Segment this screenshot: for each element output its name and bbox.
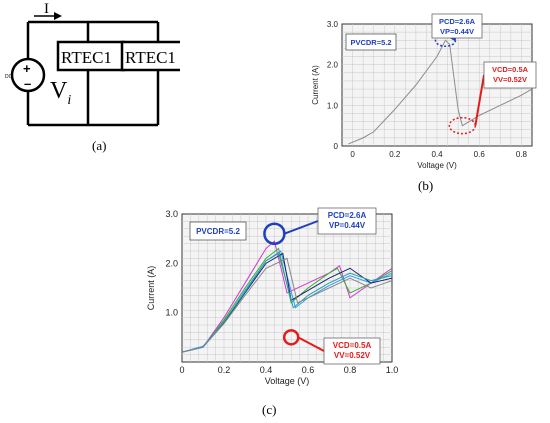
panel-a-label: (a) [92,138,107,153]
valley-marker [448,116,477,135]
valley-box-line: VCD=0.5A [333,341,372,350]
valley-arrow [297,336,325,352]
pvcdr-text: PVCDR=5.2 [196,227,240,236]
series-line-4 [181,252,393,353]
pvcdr-box [189,221,247,241]
y-tick-label: 2.0 [165,258,178,268]
valley-box-line: VV=0.52V [334,351,371,360]
x-tick-label: 0.8 [344,365,357,375]
peak-box-line: VP=0.44V [329,221,366,230]
x-tick-label: 1.0 [386,365,399,375]
series-line-2 [181,247,393,353]
series-line-1 [348,39,533,145]
series-line-1 [181,240,393,353]
circuit-diagram: I + – DC Vi RTEC1 RTEC1 [5,1,180,127]
x-axis-label: Voltage (V) [265,376,310,386]
current-label: I [44,1,49,17]
series-line-5 [181,252,393,353]
peak-marker [263,222,286,245]
peak-arrow [284,220,319,235]
peak-box [317,207,377,235]
valley-box [323,337,381,365]
x-tick-label: 0.6 [474,150,486,159]
pvcdr-text: PVCDR=5.2 [350,38,391,47]
peak-box-line: VP=0.44V [440,27,474,36]
y-tick-label: 3.0 [327,20,339,29]
y-tick-label: 0 [334,142,339,151]
panel-b-label: (b) [418,178,434,193]
series-line-6 [181,257,393,353]
x-tick-label: 0.4 [431,150,443,159]
x-tick-label: 0.4 [260,365,273,375]
pvcdr-box [345,33,397,51]
valley-box-line: VV=0.52V [493,75,527,84]
peak-box-line: PCD=2.6A [439,17,476,26]
x-tick-label: 0.2 [218,365,231,375]
chart-c: 0 0.2 0.4 0.6 0.8 1.0 1.0 2.0 3.0 Voltage (V) Curr… [146,207,399,386]
y-tick-label: 1.0 [327,101,339,110]
x-tick-label: 0 [350,150,355,159]
y-tick-label: 3.0 [165,209,178,219]
x-tick-label: 0.8 [516,150,528,159]
chart-b: 0 0.2 0.4 0.6 0.8 0 1.0 2.0 3.0 Voltage (V) Curren… [311,13,537,170]
dc-source [10,57,46,93]
rtec1-box-2 [120,40,180,72]
current-arrowhead [54,12,62,20]
y-tick-label: 1.0 [165,308,178,318]
valley-box-line: VCD=0.5A [492,65,529,74]
voltage-label: Vi [50,78,71,108]
x-tick-label: 0 [179,365,184,375]
y-axis-label: Current (A) [311,65,320,105]
panel-c-label: (c) [262,402,277,417]
source-dc-label: DC [5,74,13,80]
peak-box-line: PCD=2.6A [328,211,367,220]
y-tick-label: 2.0 [327,61,339,70]
x-tick-label: 0.6 [302,365,315,375]
source-minus: – [24,76,31,91]
x-axis-label: Voltage (V) [417,161,457,170]
peak-box [431,13,483,39]
rtec1-label-1: RTEC1 [61,48,112,67]
valley-arrow [474,74,485,126]
x-tick-label: 0.2 [389,150,401,159]
y-axis-label: Current (A) [146,266,156,311]
rtec1-label-2: RTEC1 [125,48,176,67]
valley-box [483,61,537,89]
source-plus: + [23,61,31,76]
